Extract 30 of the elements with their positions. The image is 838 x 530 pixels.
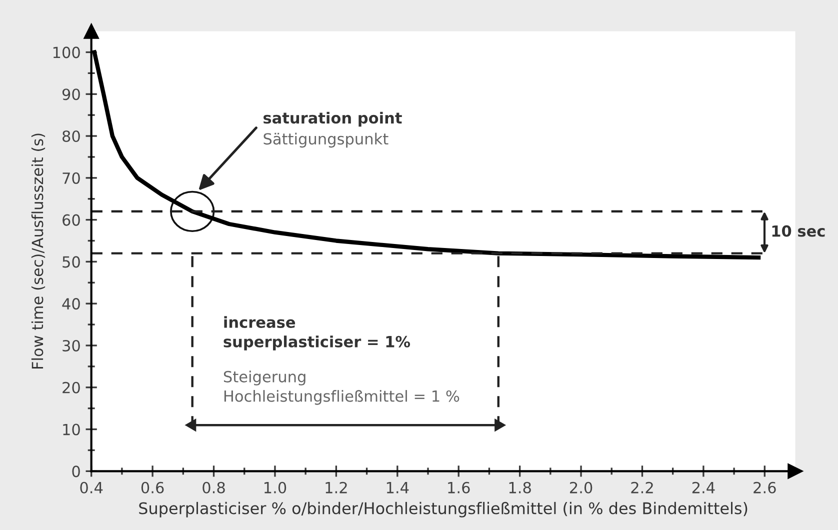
- y-tick-label: 80: [62, 130, 80, 142]
- y-tick-label: 60: [62, 214, 80, 226]
- x-tick-label: 0.4: [80, 482, 103, 494]
- y-tick-label: 0: [72, 466, 80, 478]
- x-tick-label: 2.4: [692, 482, 715, 494]
- x-tick-label: 2.0: [570, 482, 592, 494]
- y-tick-label: 100: [53, 46, 80, 58]
- annotation: Sättigungspunkt: [264, 132, 388, 148]
- y-tick-label: 20: [62, 382, 80, 394]
- x-tick-label: 0.6: [141, 482, 164, 494]
- annotation: 10 sec: [772, 225, 825, 237]
- y-tick-label: 50: [62, 256, 80, 268]
- x-tick-label: 1.2: [326, 482, 347, 494]
- x-tick-label: 1.0: [264, 482, 286, 494]
- y-tick-label: 90: [62, 88, 80, 100]
- x-tick-label: 1.8: [509, 482, 531, 494]
- y-tick-label: 30: [62, 340, 80, 352]
- x-tick-label: 1.6: [448, 482, 470, 494]
- x-tick-label: 2.6: [754, 482, 776, 494]
- annotation: increase superplasticiser = 1%: [224, 316, 410, 350]
- x-axis-title: Superplasticiser % o/binder/Hochleistungsfließmittel (in % des Bindemittels): [139, 502, 748, 518]
- x-tick-label: 0.8: [202, 482, 225, 494]
- y-tick-label: 70: [62, 172, 80, 184]
- y-tick-label: 40: [62, 298, 80, 310]
- annotation: saturation point: [264, 112, 402, 127]
- annotation: Steigerung Hochleistungsfließmittel = 1 %: [224, 370, 460, 405]
- y-axis-title: Flow time (sec)/Ausflusszeit (s): [31, 134, 46, 369]
- x-tick-label: 2.2: [631, 482, 653, 494]
- y-tick-label: 10: [63, 424, 80, 436]
- x-tick-label: 1.4: [386, 482, 409, 494]
